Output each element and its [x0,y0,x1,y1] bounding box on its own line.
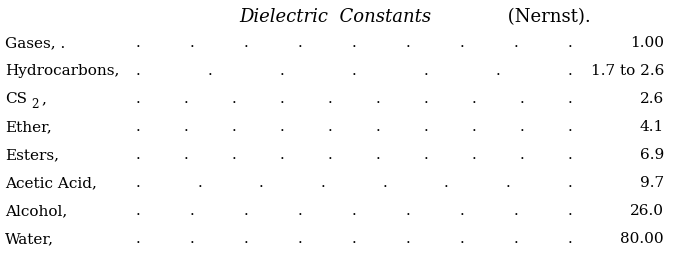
Text: 9.7: 9.7 [640,176,664,190]
Text: .: . [471,120,476,134]
Text: .: . [519,148,524,162]
Text: .: . [189,232,195,246]
Text: .: . [280,120,284,134]
Text: .: . [297,204,303,218]
Text: .: . [280,148,284,162]
Text: ,: , [41,92,46,106]
Text: (Nernst).: (Nernst). [502,8,591,26]
Text: Alcohol,: Alcohol, [5,204,67,218]
Text: Hydrocarbons,: Hydrocarbons, [5,64,120,78]
Text: .: . [208,64,212,78]
Text: .: . [444,176,449,190]
Text: .: . [567,92,572,106]
Text: .: . [351,232,357,246]
Text: .: . [423,92,428,106]
Text: .: . [280,92,284,106]
Text: .: . [567,176,572,190]
Text: .: . [135,36,141,50]
Text: .: . [519,92,524,106]
Text: .: . [189,204,195,218]
Text: .: . [135,232,141,246]
Text: .: . [375,148,380,162]
Text: 26.0: 26.0 [630,204,664,218]
Text: .: . [243,232,249,246]
Text: .: . [243,204,249,218]
Text: .: . [513,36,518,50]
Text: 2: 2 [31,98,38,111]
Text: Esters,: Esters, [5,148,59,162]
Text: .: . [405,204,410,218]
Text: .: . [567,120,572,134]
Text: .: . [135,204,141,218]
Text: .: . [351,64,357,78]
Text: Ether,: Ether, [5,120,52,134]
Text: .: . [135,148,141,162]
Text: .: . [328,92,332,106]
Text: .: . [495,64,500,78]
Text: .: . [232,120,237,134]
Text: 80.00: 80.00 [620,232,664,246]
Text: .: . [243,36,249,50]
Text: .: . [197,176,202,190]
Text: 2.6: 2.6 [640,92,664,106]
Text: .: . [232,148,237,162]
Text: .: . [567,64,572,78]
Text: .: . [297,232,303,246]
Text: .: . [567,36,572,50]
Text: .: . [513,204,518,218]
Text: .: . [375,92,380,106]
Text: 1.7 to 2.6: 1.7 to 2.6 [590,64,664,78]
Text: Acetic Acid,: Acetic Acid, [5,176,97,190]
Text: .: . [423,64,428,78]
Text: .: . [375,120,380,134]
Text: .: . [351,36,357,50]
Text: .: . [405,36,410,50]
Text: .: . [135,120,141,134]
Text: 1.00: 1.00 [630,36,664,50]
Text: .: . [471,92,476,106]
Text: .: . [135,92,141,106]
Text: .: . [567,204,572,218]
Text: .: . [382,176,387,190]
Text: .: . [459,232,464,246]
Text: 6.9: 6.9 [640,148,664,162]
Text: Gases, .: Gases, . [5,36,65,50]
Text: 4.1: 4.1 [640,120,664,134]
Text: CS: CS [5,92,28,106]
Text: .: . [351,204,357,218]
Text: .: . [471,148,476,162]
Text: .: . [259,176,264,190]
Text: .: . [459,204,464,218]
Text: .: . [459,36,464,50]
Text: .: . [321,176,326,190]
Text: Water,: Water, [5,232,55,246]
Text: .: . [184,120,189,134]
Text: .: . [513,232,518,246]
Text: .: . [135,176,141,190]
Text: Dielectric  Constants: Dielectric Constants [239,8,431,26]
Text: .: . [184,92,189,106]
Text: .: . [135,64,141,78]
Text: .: . [189,36,195,50]
Text: .: . [280,64,284,78]
Text: .: . [506,176,510,190]
Text: .: . [297,36,303,50]
Text: .: . [519,120,524,134]
Text: .: . [567,232,572,246]
Text: .: . [423,148,428,162]
Text: .: . [232,92,237,106]
Text: .: . [567,148,572,162]
Text: .: . [328,120,332,134]
Text: .: . [423,120,428,134]
Text: .: . [184,148,189,162]
Text: .: . [328,148,332,162]
Text: .: . [405,232,410,246]
